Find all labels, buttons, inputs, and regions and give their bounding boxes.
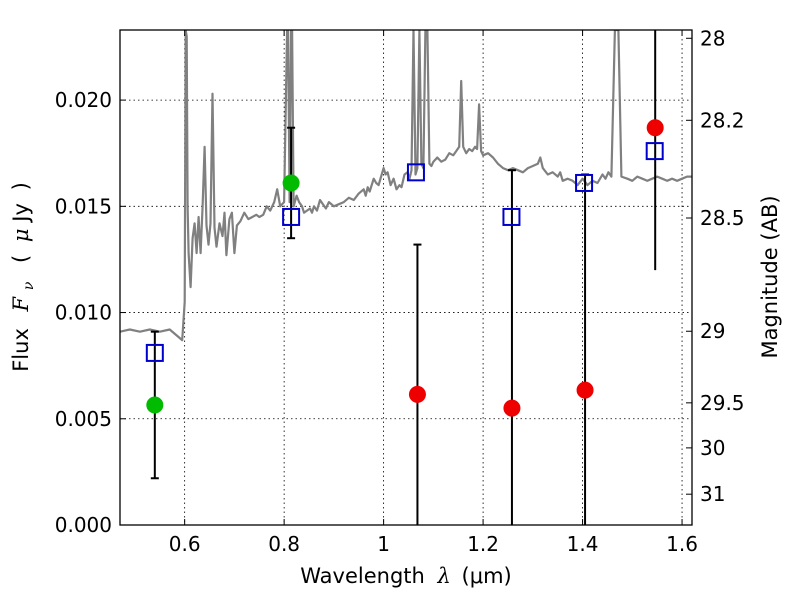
model-photometry-point	[645, 142, 664, 161]
y-tick-label: 0.015	[55, 194, 112, 218]
x-tick-label: 1	[377, 532, 390, 556]
magnitude-tick-label: 28.2	[700, 108, 745, 132]
model-photometry-point	[502, 207, 521, 226]
upper-limit-point	[576, 381, 594, 399]
x-tick-label: 1.6	[666, 532, 698, 556]
model-photometry-point	[575, 173, 594, 192]
y-tick-label: 0.010	[55, 301, 112, 325]
model-photometry-point	[406, 163, 425, 182]
magnitude-tick-label: 30	[700, 436, 725, 460]
x-tick-label: 0.6	[169, 532, 201, 556]
detection-point	[146, 396, 164, 414]
upper-limit-point	[503, 399, 521, 417]
magnitude-tick-label: 28.5	[700, 206, 745, 230]
x-tick-label: 0.8	[268, 532, 300, 556]
error-bar	[413, 243, 422, 525]
detection-point	[282, 174, 300, 192]
upper-limit-point	[408, 385, 426, 403]
error-bar	[507, 169, 516, 525]
plot-frame	[119, 29, 693, 526]
y-tick-label: 0.000	[55, 513, 112, 537]
magnitude-tick-label: 29.5	[700, 391, 745, 415]
model-photometry-point	[145, 343, 164, 362]
upper-limit-point	[646, 119, 664, 137]
x-tick-label: 1.4	[567, 532, 599, 556]
y-axis-label: Flux F ν ( μ Jy )	[9, 182, 38, 372]
magnitude-tick-label: 28	[700, 26, 725, 50]
axes: 0.6 0.8 1 1.2 1.4 1.6 0.000 0.005 0.010 0.015 0.02…	[55, 26, 745, 556]
model-photometry-point	[282, 207, 301, 226]
y2-axis-label: Magnitude (AB)	[758, 195, 782, 358]
plot-area	[120, 30, 692, 525]
magnitude-tick-label: 29	[700, 319, 725, 343]
y-tick-label: 0.020	[55, 88, 112, 112]
magnitude-tick-label: 31	[700, 482, 725, 506]
model-spectrum-line	[120, 30, 692, 342]
x-axis-label: Wavelength λ (μm)	[300, 564, 511, 588]
y-tick-label: 0.005	[55, 407, 112, 431]
x-tick-label: 1.2	[467, 532, 499, 556]
